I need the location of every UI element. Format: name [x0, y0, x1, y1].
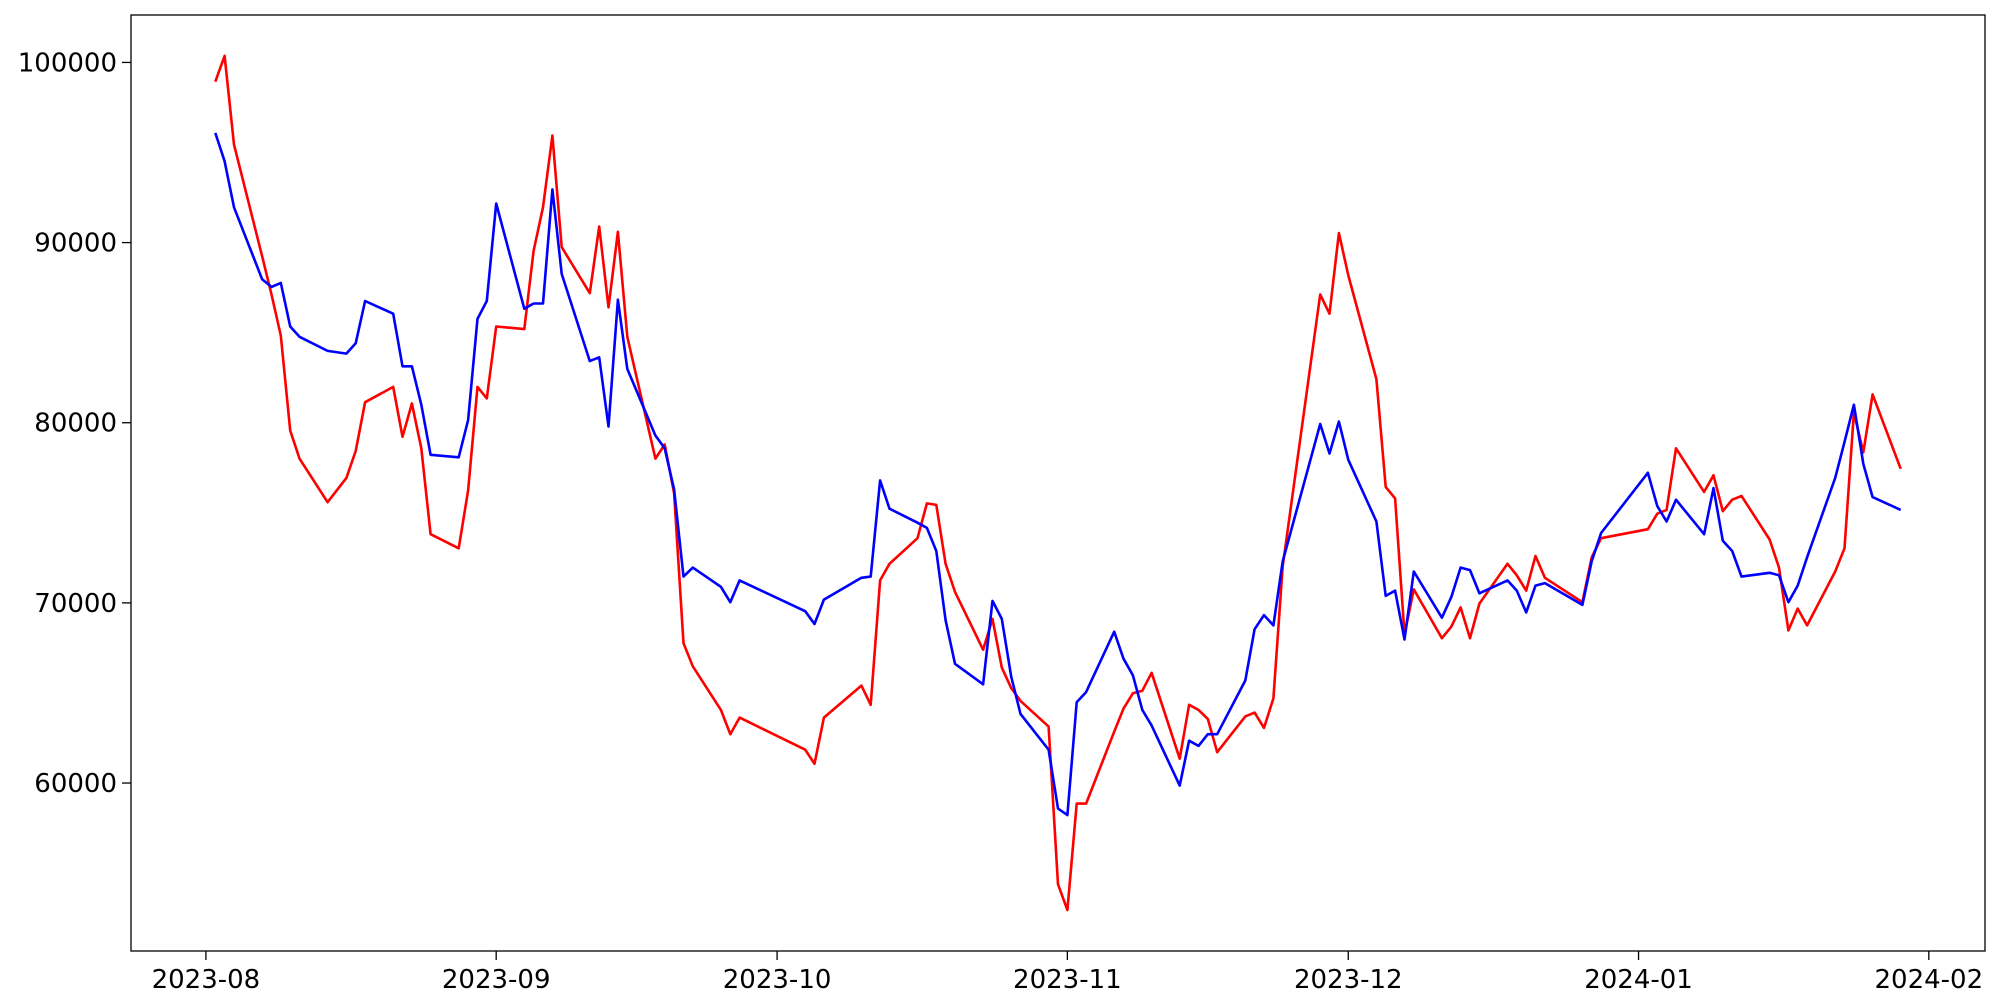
x-tick-label: 2023-12 [1294, 965, 1403, 995]
x-tick-label: 2023-11 [1013, 965, 1122, 995]
series-line [214, 54, 1902, 912]
plot-frame [130, 14, 1986, 952]
y-tick-label: 70000 [34, 589, 117, 619]
x-tick-label: 2023-08 [152, 965, 261, 995]
y-tick-label: 90000 [34, 229, 117, 259]
x-tick-label: 2023-10 [723, 965, 832, 995]
x-tick-label: 2024-01 [1584, 965, 1693, 995]
y-tick-label: 80000 [34, 409, 117, 439]
series-line [214, 132, 1902, 817]
x-tick-label: 2023-09 [442, 965, 551, 995]
y-tick-label: 60000 [34, 769, 117, 799]
y-tick-label: 100000 [18, 48, 117, 78]
x-tick-label: 2024-02 [1874, 965, 1983, 995]
